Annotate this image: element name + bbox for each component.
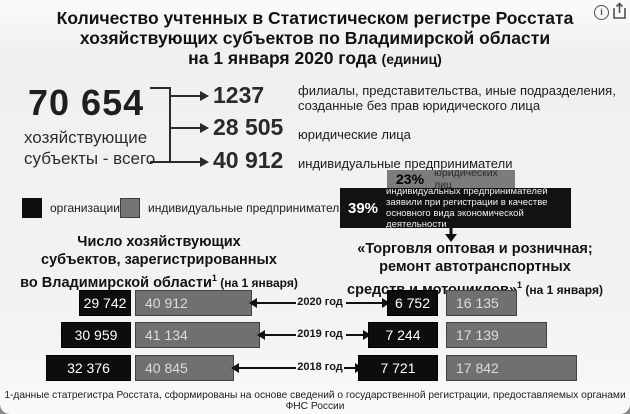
bar-right-organizations: 6 752 — [387, 290, 438, 316]
bar-left-entrepreneurs: 41 134 — [135, 322, 260, 348]
arrow-left-icon — [249, 298, 296, 308]
breakdown-label-branches: филиалы, представительства, иные подразд… — [298, 83, 616, 113]
arrow-left-icon — [231, 363, 296, 373]
year-label: 2020 год — [297, 296, 343, 308]
down-arrow-icon — [445, 226, 457, 242]
callout-legal-percent: 23% — [396, 171, 425, 187]
bar-right-organizations: 7 244 — [368, 322, 438, 348]
bar-left-organizations: 30 959 — [61, 322, 131, 348]
arrow-right-icon — [346, 330, 371, 340]
breakdown-label-legal: юридические лица — [298, 127, 411, 142]
title-line2: хозяйствующих субъектов по Владимирской … — [79, 28, 551, 48]
bar-left-organizations: 32 376 — [46, 355, 131, 381]
total-value: 70 654 — [28, 82, 145, 123]
chart-row-2018: 32 376 40 845 2018 год 7 721 17 842 — [0, 355, 630, 381]
breakdown-value-legal: 28 505 — [213, 114, 284, 140]
legend-label-entrepreneurs: индивидуальные предприниматели — [148, 201, 346, 215]
footnote-ref: 1 — [211, 273, 217, 283]
bar-left-organizations: 29 742 — [79, 290, 131, 316]
arrow-left-icon — [257, 330, 296, 340]
breakdown-value-branches: 1237 — [213, 82, 265, 108]
bracket-arrows-icon — [150, 87, 209, 167]
page-title: Количество учтенных в Статистическом рег… — [0, 8, 630, 69]
legend-swatch-entrepreneurs — [120, 198, 140, 218]
footnote-ref: 1 — [517, 280, 523, 290]
bar-right-organizations: 7 721 — [358, 355, 438, 381]
share-icon[interactable] — [612, 2, 627, 25]
left-chart-title: Число хозяйствующих субъектов, зарегистр… — [20, 234, 298, 291]
bar-right-entrepreneurs: 16 135 — [446, 290, 517, 316]
title-line1: Количество учтенных в Статистическом рег… — [56, 8, 574, 28]
callout-entrepreneurs-label: индивидуальных предпринимателей заявили … — [386, 186, 548, 230]
bar-left-entrepreneurs: 40 912 — [135, 290, 252, 316]
year-label: 2018 год — [297, 361, 343, 373]
footnote: 1-данные статрегистра Росстата, сформиро… — [4, 390, 626, 412]
legend-swatch-organizations — [22, 198, 42, 218]
chart-row-2020: 29 742 40 912 2020 год 6 752 16 135 — [0, 290, 630, 316]
breakdown-label-entrepreneurs: индивидуальные предприниматели — [298, 156, 513, 171]
callout-entrepreneurs: 39% индивидуальных предпринимателей заяв… — [340, 186, 571, 230]
arrow-right-icon — [344, 363, 363, 373]
legend-label-organizations: организации — [50, 201, 120, 215]
chart-row-2019: 30 959 41 134 2019 год 7 244 17 139 — [0, 322, 630, 348]
title-line3: на 1 января 2020 года (единиц) — [188, 48, 442, 68]
title-units: (единиц) — [381, 51, 442, 67]
arrow-right-icon — [346, 298, 390, 308]
callout-entrepreneurs-percent: 39% — [348, 199, 379, 217]
bar-right-entrepreneurs: 17 139 — [446, 322, 547, 348]
info-icon[interactable]: i — [594, 5, 609, 20]
bar-left-entrepreneurs: 40 845 — [135, 355, 234, 381]
bar-right-entrepreneurs: 17 842 — [446, 355, 577, 381]
breakdown-value-entrepreneurs: 40 912 — [213, 147, 284, 173]
total-label: хозяйствующие субъекты - всего — [24, 128, 156, 168]
year-label: 2019 год — [297, 328, 343, 340]
